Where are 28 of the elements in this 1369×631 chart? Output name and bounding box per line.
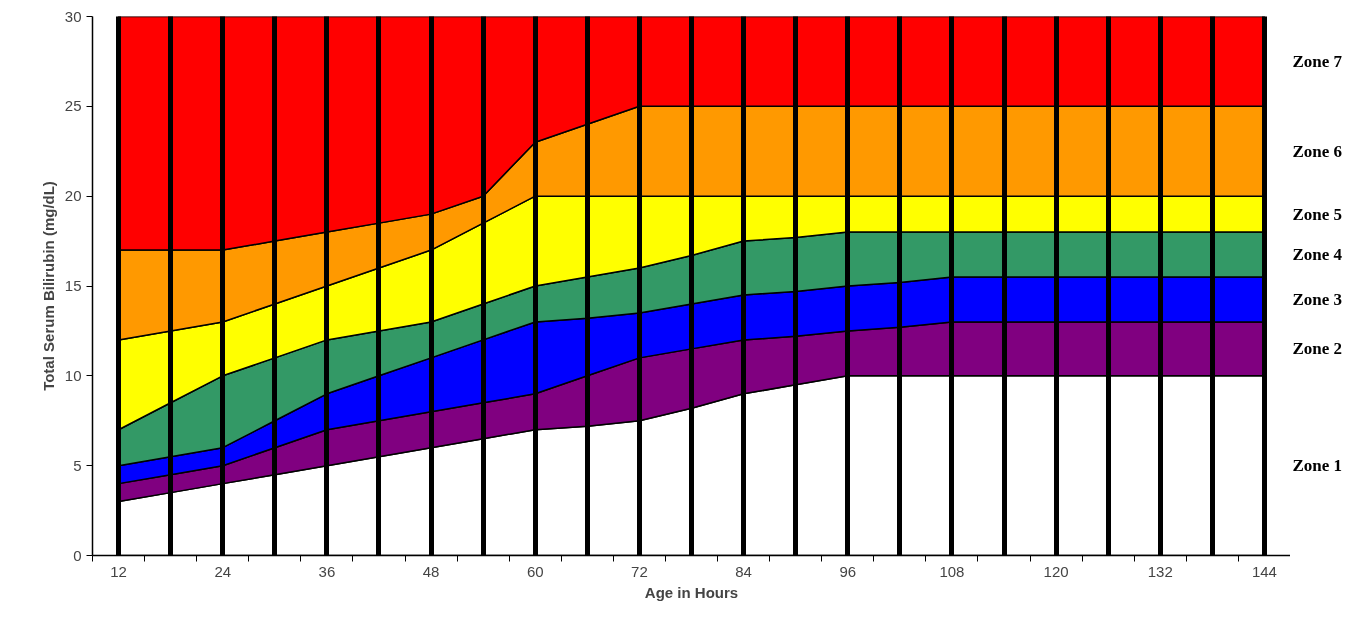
x-tick-label: 96 bbox=[839, 562, 857, 580]
x-tick-label: 48 bbox=[422, 562, 440, 580]
series-label: Zone 7 bbox=[1292, 51, 1343, 71]
y-axis-title: Total Serum Bilirubin (mg/dL) bbox=[39, 181, 57, 391]
x-tick-label: 132 bbox=[1147, 562, 1173, 580]
x-tick-label: 24 bbox=[214, 562, 232, 580]
x-tick-label: 60 bbox=[526, 562, 544, 580]
x-tick-label: 120 bbox=[1043, 562, 1069, 580]
series-label: Zone 1 bbox=[1292, 456, 1343, 476]
x-tick-label: 72 bbox=[631, 562, 648, 580]
x-tick-label: 144 bbox=[1251, 562, 1277, 580]
series-label: Zone 6 bbox=[1292, 141, 1343, 161]
x-tick-label: 84 bbox=[735, 562, 752, 580]
y-tick-label: 5 bbox=[73, 456, 82, 474]
y-tick-label: 15 bbox=[64, 277, 82, 294]
x-tick-label: 36 bbox=[318, 562, 336, 580]
y-tick-label: 20 bbox=[64, 187, 82, 205]
series-label: Zone 2 bbox=[1292, 339, 1343, 359]
x-tick-label: 108 bbox=[939, 562, 965, 580]
y-tick-label: 0 bbox=[73, 546, 82, 564]
y-tick-label: 10 bbox=[64, 366, 82, 384]
y-tick-label: 30 bbox=[64, 7, 82, 25]
y-tick-label: 25 bbox=[64, 97, 82, 115]
series-label: Zone 4 bbox=[1292, 245, 1343, 265]
x-tick-label: 12 bbox=[110, 562, 127, 580]
series-label: Zone 5 bbox=[1292, 204, 1343, 224]
series-label: Zone 3 bbox=[1292, 289, 1343, 309]
x-axis-title: Age in Hours bbox=[644, 583, 739, 601]
